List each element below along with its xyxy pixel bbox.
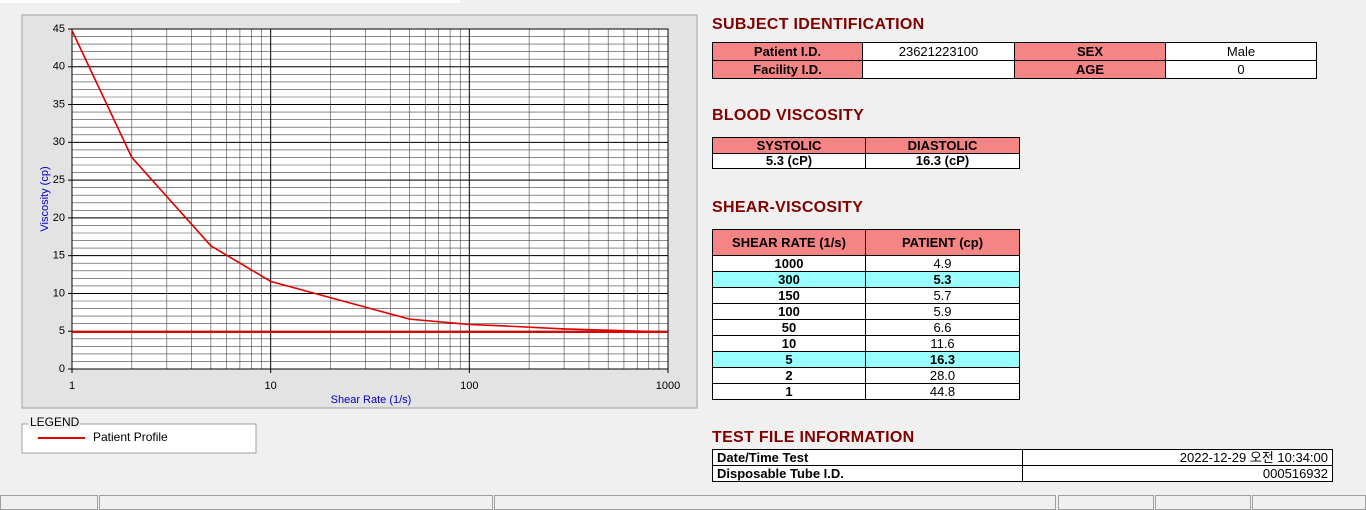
table-row: Disposable Tube I.D. 000516932	[712, 465, 1333, 482]
table-cell: Disposable Tube I.D.	[712, 465, 1023, 482]
y-tick-label: 40	[53, 61, 65, 73]
table-cell: 5.3	[865, 271, 1020, 288]
table-row: 50 6.6	[712, 319, 1020, 336]
section-title: BLOOD VISCOSITY	[712, 107, 865, 124]
table-row: Date/Time Test 2022-12-29 오전 10:34:00	[712, 449, 1333, 466]
table-cell: 150	[712, 287, 866, 304]
y-tick-label: 5	[59, 325, 65, 337]
header-cell: SHEAR RATE (1/s)	[712, 229, 866, 256]
header-row: SYSTOLIC DIASTOLIC	[712, 137, 1020, 154]
table: Date/Time Test 2022-12-29 오전 10:34:00 Disp…	[712, 449, 1333, 482]
header-cell: DIASTOLIC	[865, 137, 1020, 154]
table-cell: 1	[712, 383, 866, 400]
table-cell: Patient I.D.	[712, 42, 863, 61]
x-tick-label: 1000	[656, 380, 680, 392]
section-title: TEST FILE INFORMATION	[712, 429, 915, 446]
table-row: Facility I.D. AGE 0	[712, 60, 1317, 79]
table-row: 5.3 (cP) 16.3 (cP)	[712, 153, 1020, 169]
table-row: 150 5.7	[712, 287, 1020, 304]
table-cell: 44.8	[865, 383, 1020, 400]
table-cell: 5.7	[865, 287, 1020, 304]
table-cell: 11.6	[865, 335, 1020, 352]
legend-title: LEGEND	[30, 415, 80, 429]
plot-frame	[71, 28, 669, 370]
table-row: 10 11.6	[712, 335, 1020, 352]
x-tick-label: 100	[460, 380, 478, 392]
y-tick-label: 10	[53, 287, 65, 299]
y-tick-label: 25	[53, 174, 65, 186]
table-cell: 50	[712, 319, 866, 336]
y-tick-label: 30	[53, 136, 65, 148]
chart: Shear Rate (1/s) Viscosity (cp) LEGEND 0…	[21, 14, 698, 454]
table-cell	[862, 60, 1015, 79]
table-cell: 2022-12-29 오전 10:34:00	[1022, 449, 1333, 466]
table: SYSTOLIC DIASTOLIC 5.3 (cP) 16.3 (cP)	[712, 137, 1020, 169]
y-tick-label: 15	[53, 250, 65, 262]
x-tick-label: 10	[265, 380, 277, 392]
table-cell: SEX	[1014, 42, 1166, 61]
table: Patient I.D. 23621223100 SEX Male Facility I…	[712, 42, 1317, 79]
section-title: SHEAR-VISCOSITY	[712, 199, 864, 216]
table-cell: Date/Time Test	[712, 449, 1023, 466]
table-cell: 000516932	[1022, 465, 1333, 482]
table-cell: 300	[712, 271, 866, 288]
table-row: 1 44.8	[712, 383, 1020, 400]
y-axis-label: Viscosity (cp)	[39, 166, 51, 231]
y-tick-label: 20	[53, 212, 65, 224]
header-cell: PATIENT (cp)	[865, 229, 1020, 256]
table-cell: 16.3	[865, 351, 1020, 368]
table-cell: 28.0	[865, 367, 1020, 384]
table-cell: 16.3 (cP)	[865, 153, 1020, 169]
y-tick-label: 0	[59, 363, 65, 375]
table-cell: 5.9	[865, 303, 1020, 320]
table-cell: 1000	[712, 255, 866, 272]
legend-title-bg	[28, 417, 80, 429]
table-row: 2 28.0	[712, 367, 1020, 384]
table-row: 1000 4.9	[712, 255, 1020, 272]
header-cell: SYSTOLIC	[712, 137, 866, 154]
table-row: 5 16.3	[712, 351, 1020, 368]
table-cell: 6.6	[865, 319, 1020, 336]
table-cell: 10	[712, 335, 866, 352]
x-axis-label: Shear Rate (1/s)	[331, 394, 412, 406]
section-title: SUBJECT IDENTIFICATION	[712, 16, 925, 33]
top-tab	[0, 0, 460, 3]
y-tick-label: 35	[53, 98, 65, 110]
table-cell: 100	[712, 303, 866, 320]
table-cell: 5	[712, 351, 866, 368]
table-cell: 23621223100	[862, 42, 1015, 61]
table-cell: Male	[1165, 42, 1317, 61]
table: SHEAR RATE (1/s) PATIENT (cp) 1000 4.9 300 5.…	[712, 229, 1020, 400]
x-tick-label: 1	[69, 380, 75, 392]
plot-area	[72, 29, 668, 369]
y-tick-label: 45	[53, 23, 65, 35]
table-cell: 4.9	[865, 255, 1020, 272]
table-cell: Facility I.D.	[712, 60, 863, 79]
table-cell: 0	[1165, 60, 1317, 79]
table-row: 100 5.9	[712, 303, 1020, 320]
table-cell: 2	[712, 367, 866, 384]
table-row: 300 5.3	[712, 271, 1020, 288]
header-row: SHEAR RATE (1/s) PATIENT (cp)	[712, 229, 1020, 256]
table-cell: AGE	[1014, 60, 1166, 79]
data-line	[71, 30, 669, 333]
legend-label: Patient Profile	[93, 430, 168, 444]
table-row: Patient I.D. 23621223100 SEX Male	[712, 42, 1317, 61]
table-cell: 5.3 (cP)	[712, 153, 866, 169]
